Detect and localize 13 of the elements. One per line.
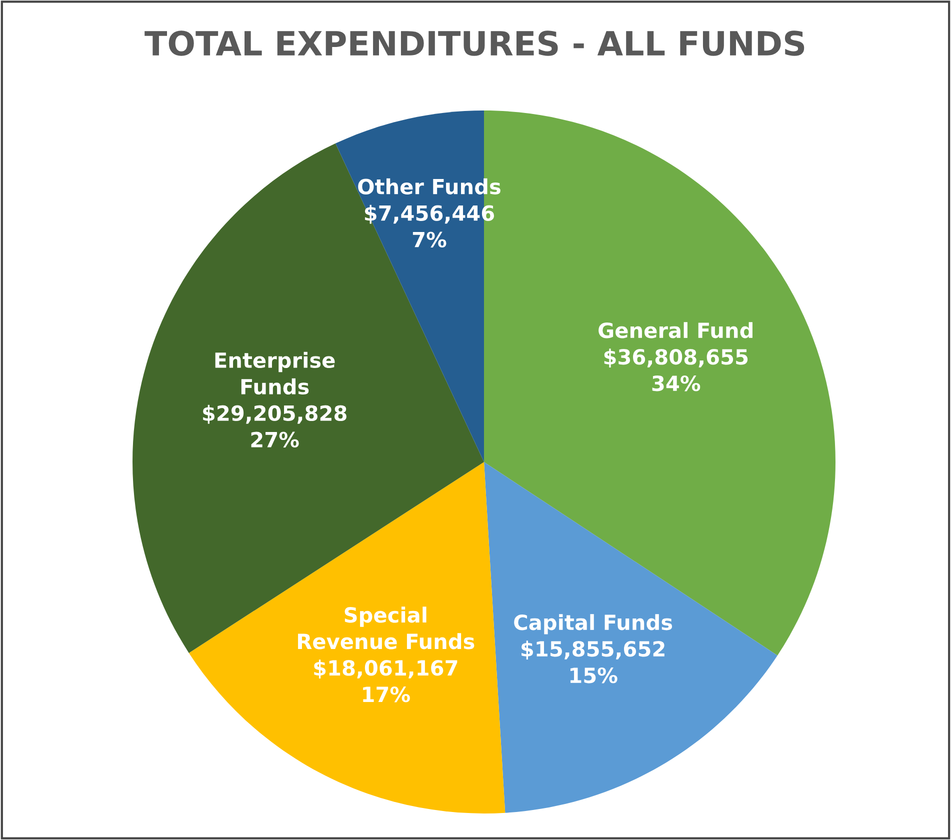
data-label: $18,061,167 17% (314, 660, 458, 702)
pie-slice (188, 462, 506, 814)
data-label: $7,456,446 7% (364, 204, 494, 248)
data-label: $15,855,652 15% (522, 640, 664, 684)
slice-label: Capital Funds (514, 614, 672, 634)
data-label: $29,205,828 27% (203, 404, 346, 448)
data-label: $36,808,655 34% (604, 348, 748, 392)
slice-label: Enterprise Funds (215, 352, 335, 395)
slice-label: General Fund (598, 322, 752, 338)
slice-label: Other Funds (358, 178, 500, 194)
pie-slice (484, 462, 778, 813)
chart-title: TOTAL EXPENDITURES - ALL FUNDS (144, 30, 804, 56)
slice-label: Special Revenue Funds (298, 606, 474, 650)
